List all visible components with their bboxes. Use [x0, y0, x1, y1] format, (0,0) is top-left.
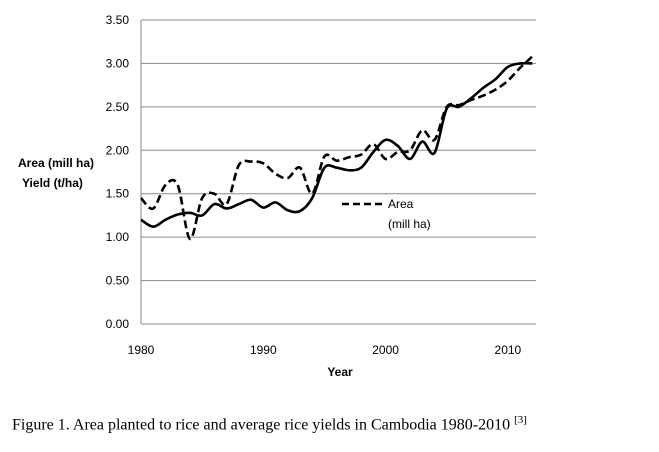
series-line-yield-t-ha	[140, 61, 533, 229]
y-tick-label: 1.50	[106, 187, 130, 201]
y-tick-label: 3.00	[106, 56, 130, 70]
legend: Area (mill ha)	[342, 197, 431, 231]
series-line-area-mill-ha	[140, 55, 534, 241]
figure-caption: Figure 1. Area planted to rice and avera…	[12, 414, 527, 434]
x-tick-label: 1990	[250, 343, 277, 357]
legend-label-line1: Area	[388, 197, 414, 211]
y-tick-label: 2.00	[106, 143, 130, 157]
y-axis-label-yield: Yield (t/ha)	[22, 176, 83, 190]
y-tick-label: 0.00	[106, 317, 130, 331]
y-tick-label: 2.50	[106, 100, 130, 114]
x-tick-label: 1980	[128, 343, 155, 357]
y-tick-label: 3.50	[106, 13, 130, 27]
y-tick-label: 1.00	[106, 230, 130, 244]
y-axis-label-area: Area (mill ha)	[18, 156, 94, 170]
y-tick-label: 0.50	[106, 274, 130, 288]
caption-text: Figure 1. Area planted to rice and avera…	[12, 416, 515, 434]
x-axis-label: Year	[327, 365, 353, 379]
caption-reference: [3]	[514, 414, 527, 426]
x-tick-label: 2000	[372, 343, 399, 357]
legend-label-line2: (mill ha)	[388, 217, 431, 231]
x-tick-label: 2010	[495, 343, 522, 357]
